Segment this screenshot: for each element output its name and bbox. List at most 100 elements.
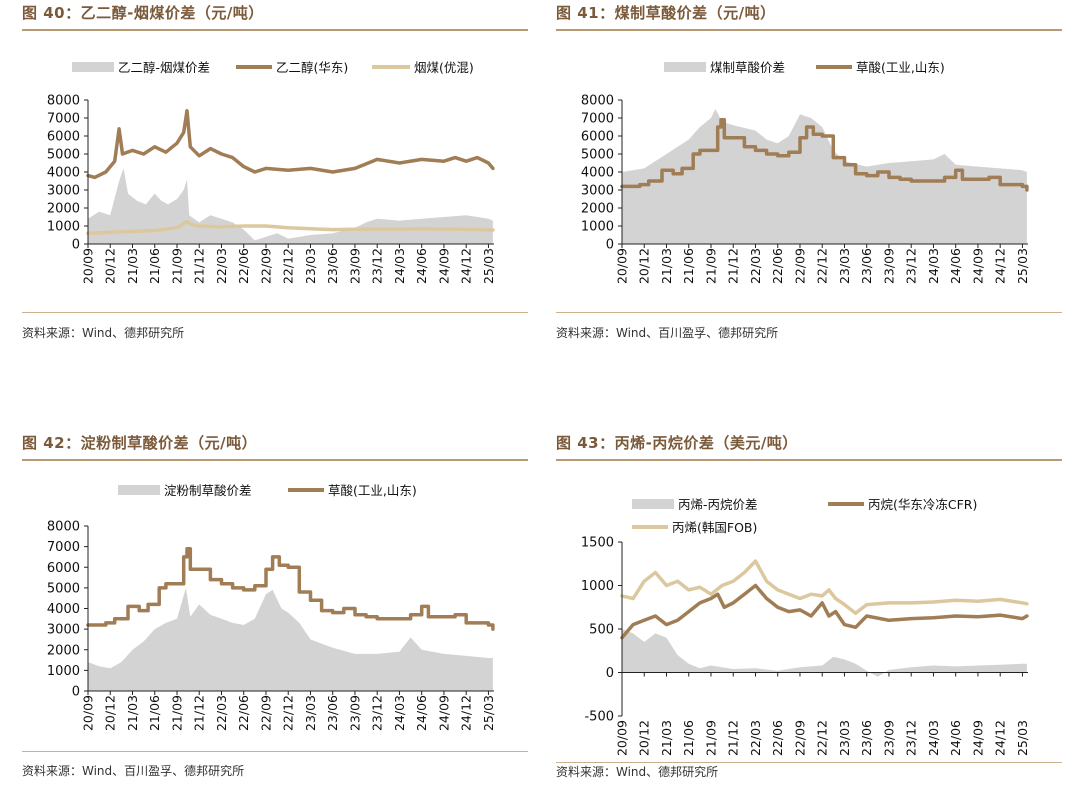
chart-title: 图 40：乙二醇-烟煤价差（元/吨） (22, 4, 264, 22)
chart-panel-41: 图 41：煤制草酸价差（元/吨） 煤制草酸价差 草酸(工业,山东) 0 1000 2… (556, 2, 1062, 372)
x-tick-label: 22/09 (792, 720, 807, 756)
x-tick-label: 23/09 (347, 248, 362, 284)
x-tick-label: 24/09 (970, 720, 985, 756)
x-tick-label: 24/06 (948, 720, 963, 756)
y-tick-label: 5000 (47, 581, 80, 596)
source-note: 资料来源：Wind、百川盈孚、德邦研究所 (22, 764, 245, 778)
y-tick-label: 8000 (47, 94, 80, 109)
chart-svg: 淀粉制草酸价差 草酸(工业,山东) 0 1000 2000 3000 4000 5000 6… (47, 483, 496, 732)
title-divider (22, 459, 528, 461)
x-tick-label: 20/12 (637, 248, 652, 284)
x-tick-label: 23/03 (837, 720, 852, 756)
x-tick-label: 24/06 (414, 695, 429, 731)
chart-title: 图 43：丙烯-丙烷价差（美元/吨） (556, 434, 798, 452)
y-tick-label: 500 (589, 623, 614, 638)
plot-area: 0 1000 2000 3000 4000 5000 6000 7000 8000 20/09 20… (581, 94, 1030, 285)
series-area (622, 629, 1027, 677)
x-tick-label: 23/09 (881, 248, 896, 284)
x-tick-label: 22/06 (236, 695, 251, 731)
x-tick-label: 23/12 (904, 248, 919, 284)
legend-swatch-area (72, 62, 114, 72)
y-tick-label: 4000 (47, 602, 80, 617)
legend-label: 丙烷(华东冷冻CFR) (868, 497, 977, 512)
x-tick-label: 21/06 (681, 248, 696, 284)
series-line (86, 546, 495, 631)
x-tick-label: 21/12 (726, 248, 741, 284)
y-tick-label: 0 (606, 238, 614, 253)
chart-panel-40: 图 40：乙二醇-烟煤价差（元/吨） 乙二醇-烟煤价差 乙二醇(华东) 烟煤(优… (22, 2, 528, 372)
x-tick-label: 24/09 (970, 248, 985, 284)
legend-label: 烟煤(优混) (414, 60, 474, 75)
x-tick-label: 24/09 (436, 248, 451, 284)
x-tick-label: 24/03 (392, 695, 407, 731)
x-tick-label: 22/06 (236, 248, 251, 284)
x-tick-label: 21/09 (703, 248, 718, 284)
x-tick-label: 21/03 (659, 248, 674, 284)
y-tick-label: 2000 (581, 202, 614, 217)
x-tick-label: 22/06 (770, 720, 785, 756)
x-tick-label: 22/03 (748, 720, 763, 756)
bottom-divider (22, 312, 528, 313)
bottom-divider (556, 762, 1062, 763)
title-divider (22, 29, 528, 31)
plot-area: 0 1000 2000 3000 4000 5000 6000 7000 8000 20/09 20… (47, 520, 496, 732)
y-tick-label: 4000 (47, 166, 80, 181)
y-tick-label: 1000 (47, 664, 80, 679)
x-tick-label: 23/09 (881, 720, 896, 756)
x-tick-label: 22/09 (258, 248, 273, 284)
x-tick-label: 22/06 (770, 248, 785, 284)
y-tick-label: 7000 (47, 112, 80, 127)
legend-swatch-area (632, 499, 674, 509)
chart-legend: 乙二醇-烟煤价差 乙二醇(华东) 烟煤(优混) (72, 60, 474, 75)
y-tick-label: 6000 (47, 130, 80, 145)
y-tick-label: 8000 (581, 94, 614, 109)
x-tick-label: 23/03 (303, 248, 318, 284)
x-tick-label: 22/09 (792, 248, 807, 284)
series-line (620, 118, 1029, 192)
x-tick-label: 20/12 (637, 720, 652, 756)
x-tick-label: 21/06 (147, 248, 162, 284)
x-tick-label: 22/12 (815, 248, 830, 284)
chart-panel-43: 图 43：丙烯-丙烷价差（美元/吨） 丙烯-丙烷价差 丙烷(华东冷冻CFR) 丙… (556, 432, 1062, 802)
legend-label: 乙二醇(华东) (276, 60, 348, 75)
chart-title: 图 42：淀粉制草酸价差（元/吨） (22, 434, 258, 452)
x-tick-label: 22/03 (214, 248, 229, 284)
series-line (86, 109, 495, 180)
x-tick-label: 23/06 (859, 720, 874, 756)
y-tick-label: 4000 (581, 166, 614, 181)
y-tick-label: 0 (606, 666, 614, 681)
chart-svg: 丙烯-丙烷价差 丙烷(华东冷冻CFR) 丙烯(韩国FOB) -500 0 500 10… (581, 497, 1030, 756)
x-tick-label: 22/09 (258, 695, 273, 731)
legend-swatch-area (664, 62, 706, 72)
y-tick-label: 0 (72, 238, 80, 253)
x-tick-label: 20/12 (103, 248, 118, 284)
x-tick-label: 21/06 (681, 720, 696, 756)
x-tick-label: 23/12 (904, 720, 919, 756)
plot-area: -500 0 500 1000 1500 20/09 20/12 21/03 21/06 21/0… (581, 536, 1030, 757)
x-tick-label: 20/12 (103, 695, 118, 731)
series-line (86, 219, 495, 235)
y-tick-label: 8000 (47, 520, 80, 535)
x-tick-label: 20/09 (615, 720, 630, 756)
y-tick-label: -500 (584, 710, 614, 725)
y-tick-label: 7000 (47, 540, 80, 555)
bottom-divider (22, 751, 528, 752)
title-divider (556, 459, 1062, 461)
source-note: 资料来源：Wind、德邦研究所 (556, 765, 719, 779)
chart-svg: 乙二醇-烟煤价差 乙二醇(华东) 烟煤(优混) 0 1000 2000 3000 400… (47, 60, 496, 284)
y-tick-label: 5000 (47, 148, 80, 163)
y-tick-label: 1500 (581, 536, 614, 551)
x-tick-label: 22/12 (281, 248, 296, 284)
x-tick-label: 21/03 (125, 248, 140, 284)
x-tick-label: 24/03 (926, 720, 941, 756)
x-tick-label: 23/09 (347, 695, 362, 731)
x-tick-label: 20/09 (81, 248, 96, 284)
y-tick-label: 7000 (581, 112, 614, 127)
series-area (622, 109, 1027, 244)
series-area (88, 168, 493, 244)
y-tick-label: 0 (72, 685, 80, 700)
x-tick-label: 23/03 (303, 695, 318, 731)
x-tick-label: 23/06 (325, 695, 340, 731)
x-tick-label: 21/09 (169, 695, 184, 731)
y-tick-label: 3000 (47, 623, 80, 638)
